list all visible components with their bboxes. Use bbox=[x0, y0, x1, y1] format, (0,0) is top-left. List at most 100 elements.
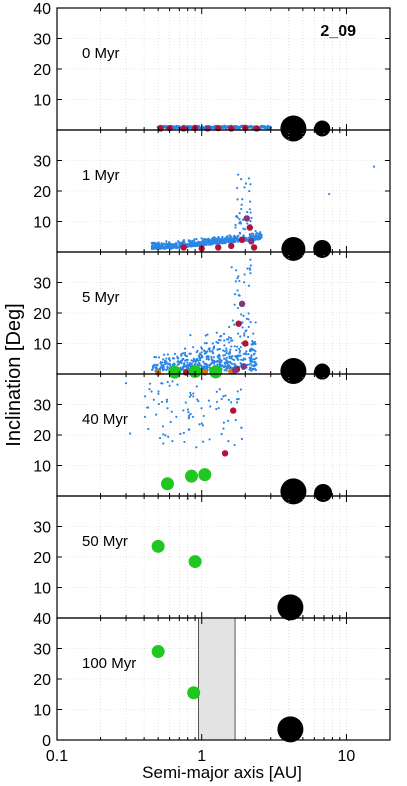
planetesimal-point bbox=[222, 354, 225, 357]
planetesimal-point bbox=[166, 246, 169, 250]
planetesimal-point bbox=[251, 339, 254, 343]
planetesimal-point bbox=[249, 220, 252, 223]
planetesimal-point bbox=[170, 410, 173, 413]
planetesimal-point bbox=[239, 335, 242, 338]
planetesimal-point bbox=[230, 362, 234, 365]
planetesimal-point bbox=[248, 350, 252, 353]
embryo-point bbox=[238, 300, 246, 308]
planetesimal-point bbox=[195, 446, 198, 449]
planetesimal-point bbox=[191, 244, 194, 247]
planetesimal-point bbox=[180, 362, 183, 365]
planetesimal-point bbox=[236, 198, 239, 201]
planetesimal-point bbox=[238, 351, 241, 354]
planetesimal-point bbox=[216, 355, 219, 358]
planetesimal-point bbox=[257, 232, 260, 235]
planetesimal-point bbox=[236, 345, 239, 348]
planetesimal-point bbox=[165, 357, 168, 360]
y-tick-label: 30 bbox=[33, 642, 51, 659]
planetesimal-point bbox=[151, 368, 154, 371]
planetesimal-point bbox=[228, 361, 231, 364]
planetesimal-point bbox=[161, 425, 165, 428]
planetesimal-point bbox=[188, 244, 191, 248]
planetesimal-point bbox=[258, 235, 261, 238]
planetesimal-point bbox=[184, 401, 187, 404]
planetesimal-point bbox=[254, 350, 257, 353]
planetesimal-point bbox=[226, 235, 229, 238]
planetesimal-point bbox=[204, 334, 207, 337]
planetesimal-point bbox=[221, 364, 224, 368]
y-tick-label: 10 bbox=[33, 93, 51, 110]
planetesimal-point bbox=[241, 321, 244, 324]
planetesimal-point bbox=[163, 353, 166, 356]
planetesimal-point bbox=[225, 369, 228, 372]
embryo-point bbox=[250, 244, 258, 251]
planetesimal-point bbox=[203, 237, 206, 241]
planetesimal-point bbox=[184, 359, 187, 362]
planetesimal-point bbox=[223, 350, 226, 353]
planetesimal-point bbox=[186, 363, 190, 366]
planetesimal-point bbox=[218, 347, 222, 351]
planetesimal-point bbox=[215, 407, 218, 411]
planetesimal-point bbox=[218, 360, 222, 363]
planetesimal-point bbox=[195, 238, 198, 241]
planetesimal-point bbox=[247, 236, 251, 239]
giant-planet-point bbox=[281, 236, 306, 261]
planetesimal-point bbox=[147, 427, 150, 431]
planetesimal-point bbox=[239, 349, 242, 352]
y-tick-label: 30 bbox=[33, 520, 51, 537]
planetesimal-point bbox=[207, 358, 210, 361]
planetesimal-point bbox=[154, 241, 157, 244]
planetesimal-point bbox=[240, 178, 243, 181]
planetesimal-point bbox=[225, 356, 228, 359]
giant-planet-point bbox=[314, 363, 331, 380]
y-tick-label: 30 bbox=[33, 398, 51, 415]
planetesimal-point bbox=[206, 364, 210, 367]
giant-planet-point bbox=[280, 115, 307, 142]
planetesimal-point bbox=[239, 232, 242, 235]
planetesimal-point bbox=[172, 362, 175, 365]
planetesimal-point bbox=[218, 388, 221, 391]
planetesimal-point bbox=[248, 233, 251, 236]
planetesimal-point bbox=[204, 243, 207, 246]
embryo-point bbox=[228, 242, 235, 250]
planetesimal-point bbox=[189, 412, 192, 416]
planetesimal-point bbox=[205, 355, 208, 358]
planetesimal-point bbox=[243, 334, 246, 337]
y-tick-label: 10 bbox=[33, 703, 51, 720]
planetesimal-point bbox=[182, 239, 186, 242]
giant-planet-point bbox=[277, 716, 304, 743]
planetesimal-point bbox=[174, 244, 178, 247]
planetesimal-point bbox=[228, 325, 231, 329]
planetesimal-point bbox=[235, 349, 238, 352]
planetesimal-point bbox=[168, 241, 171, 244]
planetesimal-point bbox=[245, 350, 248, 353]
planet-point bbox=[185, 469, 199, 483]
planetesimal-point bbox=[189, 391, 192, 394]
planetesimal-point bbox=[236, 289, 239, 292]
y-tick-label: 40 bbox=[33, 611, 51, 628]
planetesimal-point bbox=[168, 245, 171, 249]
planetesimal-point bbox=[186, 497, 189, 501]
planetesimal-point bbox=[208, 348, 211, 351]
planetesimal-point bbox=[203, 342, 206, 345]
planetesimal-point bbox=[237, 173, 240, 176]
planetesimal-point bbox=[215, 331, 218, 334]
embryo-point bbox=[201, 369, 208, 376]
planetesimal-point bbox=[181, 366, 185, 369]
planetesimal-point bbox=[216, 363, 219, 366]
planetesimal-point bbox=[372, 165, 376, 168]
planetesimal-point bbox=[225, 358, 228, 362]
planetesimal-point bbox=[233, 345, 236, 348]
planetesimal-point bbox=[176, 355, 179, 358]
planetesimal-point bbox=[192, 392, 195, 395]
planetesimal-point bbox=[246, 239, 249, 242]
planetesimal-point bbox=[250, 216, 253, 220]
y-tick-label: 10 bbox=[33, 215, 51, 232]
embryo-point bbox=[221, 450, 229, 457]
giant-planet-point bbox=[314, 120, 331, 137]
planetesimal-point bbox=[124, 382, 128, 385]
planetesimal-point bbox=[238, 218, 241, 221]
planet-point bbox=[187, 686, 201, 700]
planetesimal-point bbox=[254, 368, 257, 372]
planetesimal-point bbox=[182, 431, 185, 435]
